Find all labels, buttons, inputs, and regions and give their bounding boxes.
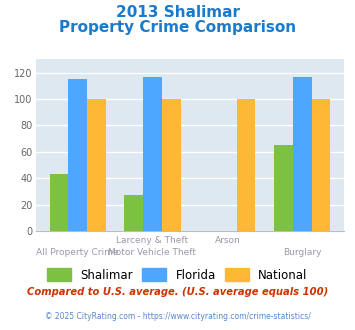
Text: 2013 Shalimar: 2013 Shalimar: [115, 5, 240, 20]
Text: Arson: Arson: [214, 236, 240, 245]
Text: Compared to U.S. average. (U.S. average equals 100): Compared to U.S. average. (U.S. average …: [27, 287, 328, 297]
Bar: [237, 99, 256, 231]
Bar: [312, 99, 330, 231]
Bar: [293, 77, 312, 231]
Text: Motor Vehicle Theft: Motor Vehicle Theft: [109, 248, 196, 257]
Legend: Shalimar, Florida, National: Shalimar, Florida, National: [44, 265, 311, 285]
Bar: [87, 99, 106, 231]
Text: Larceny & Theft: Larceny & Theft: [116, 236, 189, 245]
Text: Property Crime Comparison: Property Crime Comparison: [59, 20, 296, 35]
Bar: [124, 195, 143, 231]
Bar: [162, 99, 181, 231]
Text: Burglary: Burglary: [283, 248, 322, 257]
Bar: [50, 174, 68, 231]
Text: All Property Crime: All Property Crime: [36, 248, 119, 257]
Bar: [143, 77, 162, 231]
Bar: [68, 79, 87, 231]
Bar: [274, 145, 293, 231]
Text: © 2025 CityRating.com - https://www.cityrating.com/crime-statistics/: © 2025 CityRating.com - https://www.city…: [45, 312, 310, 321]
